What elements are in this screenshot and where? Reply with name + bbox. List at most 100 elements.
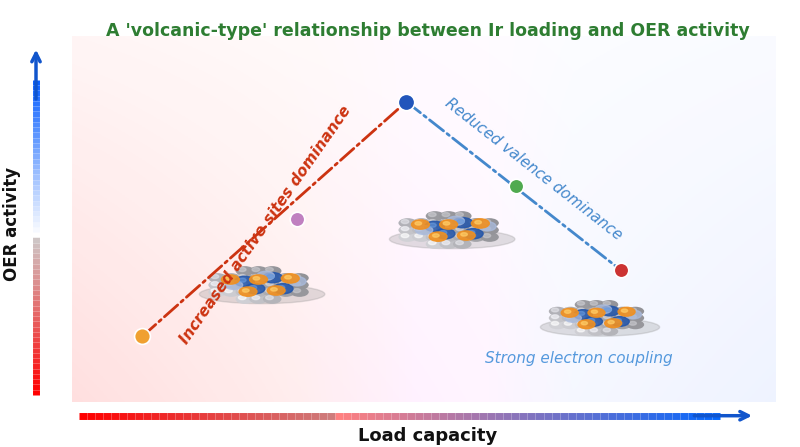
Circle shape	[236, 280, 254, 290]
Circle shape	[401, 227, 409, 231]
Circle shape	[574, 313, 592, 323]
Circle shape	[564, 315, 572, 319]
Text: Increased active sites dominance: Increased active sites dominance	[177, 103, 354, 346]
Circle shape	[239, 287, 257, 296]
Circle shape	[470, 227, 477, 231]
Circle shape	[588, 327, 606, 336]
Circle shape	[574, 327, 592, 336]
Circle shape	[426, 211, 444, 221]
Circle shape	[590, 308, 598, 312]
Circle shape	[238, 282, 246, 286]
Circle shape	[457, 219, 464, 224]
Circle shape	[267, 286, 285, 295]
Circle shape	[562, 308, 578, 317]
Circle shape	[225, 274, 232, 278]
Circle shape	[279, 274, 287, 278]
Circle shape	[574, 300, 592, 309]
Circle shape	[603, 308, 610, 312]
Circle shape	[242, 289, 249, 292]
Circle shape	[238, 278, 246, 282]
Circle shape	[236, 294, 254, 304]
Circle shape	[614, 313, 631, 323]
Circle shape	[442, 240, 450, 245]
Circle shape	[211, 274, 218, 278]
Circle shape	[440, 220, 458, 229]
Circle shape	[475, 220, 482, 224]
Circle shape	[252, 268, 260, 271]
Circle shape	[588, 308, 605, 317]
Circle shape	[250, 294, 268, 304]
Circle shape	[480, 218, 499, 228]
Text: A 'volcanic-type' relationship between Ir loading and OER activity: A 'volcanic-type' relationship between I…	[106, 22, 750, 40]
Circle shape	[456, 240, 463, 245]
Circle shape	[266, 289, 274, 293]
Point	[291, 215, 304, 223]
Circle shape	[263, 266, 282, 276]
Point	[136, 333, 149, 340]
Circle shape	[222, 273, 241, 283]
Circle shape	[401, 234, 409, 238]
Circle shape	[601, 313, 618, 323]
Circle shape	[480, 232, 499, 242]
Circle shape	[429, 240, 436, 245]
Circle shape	[279, 289, 287, 293]
Circle shape	[208, 280, 227, 290]
Circle shape	[622, 309, 628, 312]
Circle shape	[266, 274, 274, 278]
Circle shape	[415, 222, 422, 225]
Circle shape	[257, 271, 274, 280]
Circle shape	[456, 227, 463, 231]
Circle shape	[250, 275, 267, 284]
Circle shape	[429, 234, 436, 238]
Circle shape	[266, 274, 274, 278]
Circle shape	[574, 307, 592, 316]
Circle shape	[587, 319, 594, 322]
Circle shape	[463, 228, 483, 239]
Circle shape	[398, 232, 417, 242]
Circle shape	[246, 283, 265, 294]
Circle shape	[282, 274, 299, 283]
Circle shape	[453, 211, 471, 221]
Circle shape	[478, 222, 496, 231]
Circle shape	[453, 225, 471, 235]
Circle shape	[250, 280, 268, 290]
Circle shape	[588, 320, 606, 329]
Circle shape	[562, 307, 579, 316]
Circle shape	[263, 294, 282, 304]
Circle shape	[616, 308, 623, 312]
Circle shape	[565, 314, 582, 322]
Circle shape	[439, 211, 458, 221]
Circle shape	[604, 308, 611, 312]
Circle shape	[250, 273, 268, 283]
Circle shape	[293, 274, 301, 278]
Circle shape	[578, 320, 595, 329]
Circle shape	[238, 274, 246, 278]
Circle shape	[225, 282, 232, 286]
Circle shape	[225, 280, 242, 290]
Circle shape	[614, 319, 622, 322]
Circle shape	[426, 232, 444, 242]
Circle shape	[266, 282, 274, 286]
Circle shape	[270, 288, 278, 291]
Circle shape	[562, 320, 579, 329]
Circle shape	[250, 266, 268, 276]
Circle shape	[483, 227, 490, 231]
Circle shape	[443, 222, 450, 225]
Circle shape	[616, 315, 623, 319]
Circle shape	[466, 232, 485, 242]
Circle shape	[605, 319, 622, 328]
Text: Reduced valence dominance: Reduced valence dominance	[442, 96, 625, 243]
Circle shape	[565, 310, 570, 313]
Circle shape	[578, 301, 585, 305]
Circle shape	[238, 268, 246, 271]
Circle shape	[222, 275, 239, 284]
Circle shape	[277, 280, 295, 290]
Circle shape	[564, 321, 572, 325]
Circle shape	[439, 239, 458, 249]
Circle shape	[252, 282, 260, 286]
Circle shape	[458, 231, 475, 240]
Circle shape	[578, 308, 585, 312]
Text: Load capacity: Load capacity	[358, 427, 498, 445]
Circle shape	[603, 315, 610, 319]
Point	[400, 98, 413, 105]
